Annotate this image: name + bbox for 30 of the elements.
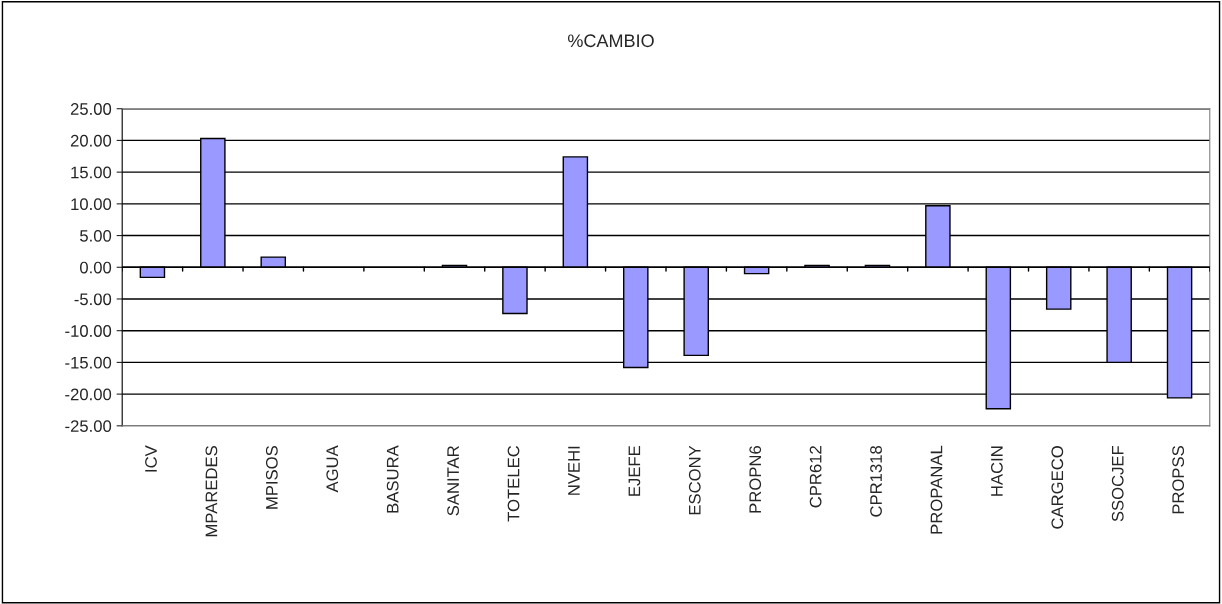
y-tick-label: 5.00: [80, 229, 112, 242]
x-tick-label: AGUA: [326, 445, 339, 493]
x-tick-label: CPR612: [809, 446, 822, 508]
x-tick-label: ICV: [145, 445, 157, 472]
x-tick-label: CPR1318: [870, 445, 882, 517]
x-tick-label: MPISOS: [265, 446, 278, 509]
x-tick-label: MPAREDES: [205, 446, 218, 537]
x-tick-label: CARGECO: [1051, 446, 1064, 529]
y-tick-label: 15.00: [71, 166, 112, 179]
x-tick-label: ESCONY: [688, 445, 701, 515]
x-tick-label: PROPN6: [749, 446, 762, 513]
x-tick-label: PROPANAL: [930, 445, 943, 534]
x-tick-label: SANITAR: [447, 446, 459, 516]
x-tick-label: NVEHI: [568, 446, 580, 495]
y-tick-label: 0.00: [80, 261, 112, 274]
chart-title: %CAMBIO: [568, 34, 654, 48]
y-tick-label: -25.00: [65, 420, 112, 433]
y-tick-label: -10.00: [65, 325, 112, 337]
x-tick-label: BASURA: [386, 445, 399, 513]
x-tick-label: EJEFE: [628, 445, 641, 496]
y-tick-label: -15.00: [65, 356, 112, 369]
y-tick-label: 20.00: [70, 134, 112, 147]
y-tick-label: -5.00: [74, 293, 112, 306]
x-tick-label: TOTELEC: [507, 445, 520, 522]
x-tick-label: HACIN: [990, 446, 1003, 496]
y-tick-label: -20.00: [65, 388, 112, 401]
x-tick-label: SSOCJEF: [1111, 445, 1124, 522]
x-tick-label: PROPSS: [1172, 446, 1185, 514]
y-tick-label: 10.00: [71, 198, 112, 211]
y-tick-label: 25.00: [70, 103, 112, 115]
